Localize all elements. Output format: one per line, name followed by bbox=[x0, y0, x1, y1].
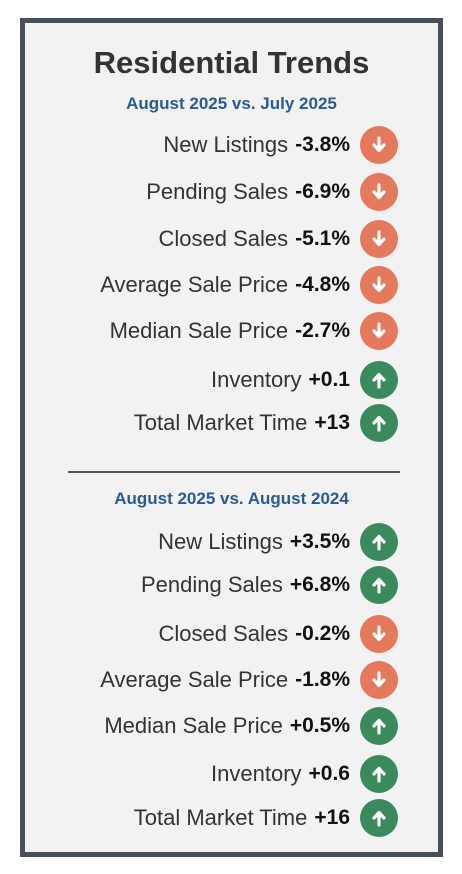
down-arrow-icon bbox=[360, 173, 398, 211]
metric-row: Pending Sales +6.8% bbox=[141, 565, 398, 605]
metric-row: Average Sale Price -1.8% bbox=[100, 660, 398, 700]
metric-label: New Listings bbox=[163, 132, 289, 157]
metric-row: Pending Sales -6.9% bbox=[146, 172, 398, 212]
metric-label: Inventory bbox=[211, 367, 302, 392]
metric-label: Closed Sales bbox=[158, 621, 289, 646]
up-arrow-icon bbox=[360, 523, 398, 561]
down-arrow-icon bbox=[360, 266, 398, 304]
metric-row: Median Sale Price +0.5% bbox=[104, 706, 398, 746]
metric-label: Pending Sales bbox=[140, 572, 283, 597]
metric-row: Median Sale Price -2.7% bbox=[110, 311, 398, 351]
metric-label: New Listings bbox=[158, 529, 283, 554]
section-header-year-over-year: August 2025 vs. August 2024 bbox=[114, 489, 349, 508]
metric-row: Total Market Time +16 bbox=[134, 798, 398, 838]
down-arrow-icon bbox=[360, 312, 398, 350]
up-arrow-icon bbox=[360, 799, 398, 837]
up-arrow-icon bbox=[360, 404, 398, 442]
metric-label: Total Market Time bbox=[133, 805, 308, 830]
metric-value: +13 bbox=[314, 411, 350, 434]
metric-value: +3.5% bbox=[289, 530, 350, 553]
up-arrow-icon bbox=[360, 566, 398, 604]
residential-trends-panel: Residential Trends August 2025 vs. July … bbox=[20, 18, 443, 857]
down-arrow-icon bbox=[360, 615, 398, 653]
metric-label: Total Market Time bbox=[133, 410, 308, 435]
metric-label: Median Sale Price bbox=[109, 318, 289, 343]
metric-value: +6.8% bbox=[289, 573, 350, 596]
metric-value: +0.1 bbox=[308, 368, 350, 391]
metric-value: -1.8% bbox=[295, 668, 350, 691]
metric-value: +0.5% bbox=[289, 714, 350, 737]
metric-label: Pending Sales bbox=[146, 179, 289, 204]
metric-value: -4.8% bbox=[295, 273, 350, 296]
up-arrow-icon bbox=[360, 755, 398, 793]
metric-value: +16 bbox=[314, 806, 350, 829]
metric-label: Inventory bbox=[211, 761, 302, 786]
metric-row: Total Market Time +13 bbox=[134, 403, 398, 443]
up-arrow-icon bbox=[360, 361, 398, 399]
metric-row: New Listings +3.5% bbox=[158, 522, 398, 562]
page-title: Residential Trends bbox=[93, 45, 370, 80]
section-divider bbox=[68, 471, 400, 473]
metric-row: Closed Sales -0.2% bbox=[158, 614, 398, 654]
down-arrow-icon bbox=[360, 220, 398, 258]
metric-row: Average Sale Price -4.8% bbox=[100, 265, 398, 305]
metric-label: Average Sale Price bbox=[100, 667, 289, 692]
down-arrow-icon bbox=[360, 661, 398, 699]
metric-row: Inventory +0.1 bbox=[211, 360, 398, 400]
metric-row: Inventory +0.6 bbox=[211, 754, 398, 794]
section-header-month-over-month: August 2025 vs. July 2025 bbox=[126, 94, 337, 113]
metric-value: -2.7% bbox=[295, 319, 350, 342]
metric-value: -5.1% bbox=[295, 227, 350, 250]
metric-label: Average Sale Price bbox=[100, 272, 289, 297]
metric-value: +0.6 bbox=[308, 762, 350, 785]
metric-value: -3.8% bbox=[295, 133, 350, 156]
up-arrow-icon bbox=[360, 707, 398, 745]
metric-label: Closed Sales bbox=[158, 226, 289, 251]
metric-row: New Listings -3.8% bbox=[163, 125, 398, 165]
down-arrow-icon bbox=[360, 126, 398, 164]
metric-label: Median Sale Price bbox=[104, 713, 283, 738]
metric-value: -6.9% bbox=[295, 180, 350, 203]
metric-row: Closed Sales -5.1% bbox=[158, 219, 398, 259]
metric-value: -0.2% bbox=[295, 622, 350, 645]
